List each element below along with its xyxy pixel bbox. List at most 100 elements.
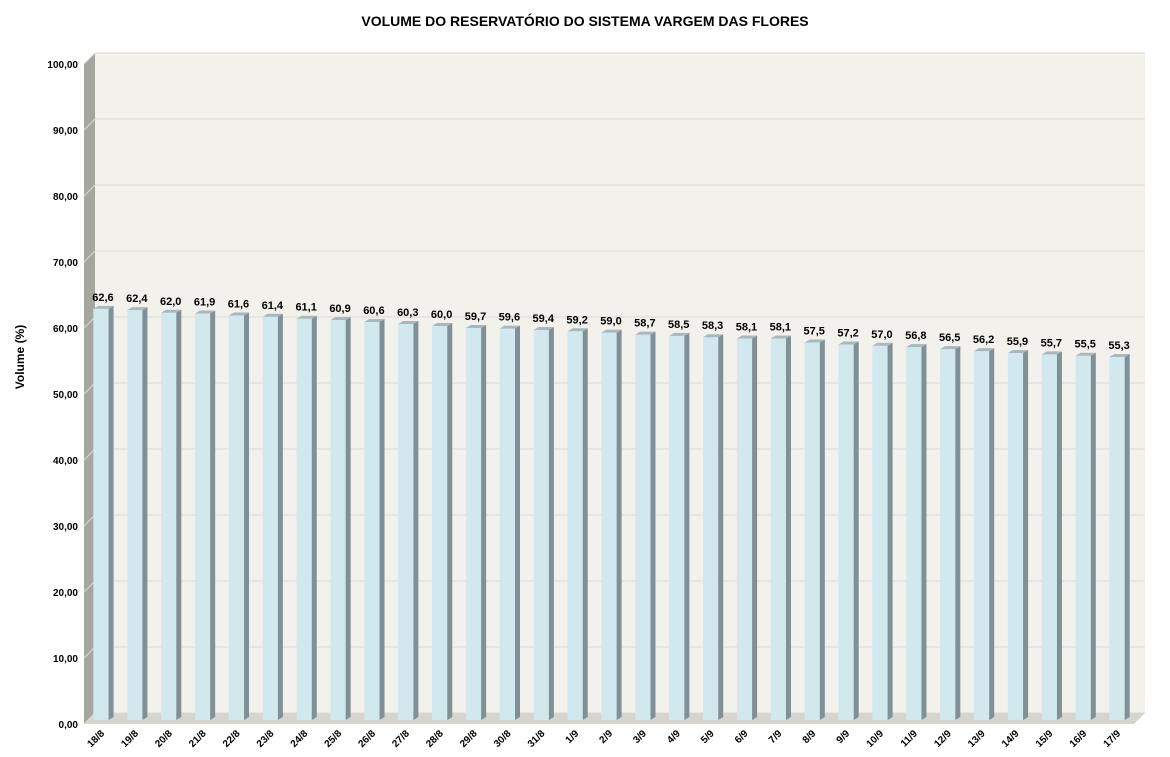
bar-front <box>330 320 346 720</box>
bar <box>93 305 114 720</box>
bar-front <box>838 344 854 720</box>
x-tick-label: 9/9 <box>835 728 853 746</box>
gridline-side <box>83 118 96 131</box>
bar <box>127 307 148 720</box>
data-label: 60,0 <box>431 309 452 321</box>
bar-side <box>108 305 114 720</box>
y-axis-label: Volume (%) <box>13 325 27 389</box>
bar-top <box>872 342 893 346</box>
bar-side <box>481 324 487 720</box>
x-tick-label: 22/8 <box>221 728 243 750</box>
y-tick-label: 70,00 <box>53 258 78 269</box>
gridline-side <box>83 514 96 527</box>
bar-front <box>127 310 143 720</box>
y-tick-label: 30,00 <box>53 522 78 533</box>
x-tick-label: 18/8 <box>86 728 108 750</box>
bar-front <box>770 338 786 720</box>
bar-front <box>872 345 888 720</box>
bar-front <box>804 342 820 720</box>
bar <box>770 335 791 720</box>
data-label: 55,9 <box>1007 336 1028 348</box>
bar-side <box>989 348 995 720</box>
bar-top <box>1041 351 1062 355</box>
bar-top <box>973 348 995 352</box>
x-tick-label: 25/8 <box>323 728 345 750</box>
bar-front <box>364 322 380 720</box>
bar-top <box>1109 354 1130 358</box>
data-label: 58,7 <box>634 318 655 330</box>
bar <box>906 344 927 720</box>
x-tick-label: 2/9 <box>598 728 616 746</box>
bar <box>1007 350 1029 720</box>
bar-top <box>330 317 351 321</box>
bar <box>838 341 859 720</box>
bar-front <box>533 329 549 720</box>
data-labels: 62,6 62,4 62,0 61,9 61,6 61,4 61,1 60,9 60,6 60,3… <box>92 292 1130 352</box>
x-tick-label: 14/9 <box>1000 728 1022 750</box>
bar <box>465 324 487 720</box>
data-label: 56,2 <box>973 334 994 346</box>
data-label: 60,9 <box>329 303 350 315</box>
bar <box>940 346 961 720</box>
bar-front <box>194 313 211 720</box>
gridline-side <box>83 646 96 659</box>
gridline-side <box>83 448 96 461</box>
x-tick-label: 24/8 <box>289 728 311 750</box>
bar <box>194 310 216 720</box>
bar <box>702 334 724 720</box>
bar <box>736 335 758 720</box>
bar-top <box>669 332 690 336</box>
bar <box>364 319 385 720</box>
bar-side <box>1124 354 1130 720</box>
bar-top <box>906 344 927 348</box>
x-tick-label: 13/9 <box>966 728 988 750</box>
gridline-side <box>83 712 96 725</box>
bar-side <box>515 325 521 720</box>
bar-top <box>93 305 114 309</box>
bar-side <box>447 323 453 720</box>
bar-side <box>413 321 419 720</box>
bar-front <box>228 315 245 720</box>
bar-side <box>548 326 554 720</box>
x-tick-label: 5/9 <box>699 728 717 746</box>
gridline-side <box>83 52 96 65</box>
bar-top <box>838 341 859 345</box>
bar <box>1109 354 1130 720</box>
data-label: 61,9 <box>194 296 215 308</box>
bar-side <box>142 307 148 720</box>
data-label: 60,6 <box>363 305 384 317</box>
data-label: 62,6 <box>92 292 113 304</box>
x-tick-label: 10/9 <box>865 728 887 750</box>
bar-side <box>819 339 825 720</box>
x-tick-label: 28/8 <box>424 728 446 750</box>
x-tick-label: 31/8 <box>526 728 548 750</box>
bar-side <box>210 310 216 720</box>
gridline-side <box>83 250 96 263</box>
y-tick-label: 60,00 <box>53 324 78 335</box>
bar <box>499 325 521 720</box>
data-label: 59,0 <box>600 316 621 328</box>
x-tick-label: 3/9 <box>631 728 649 746</box>
x-tick-label: 17/9 <box>1102 728 1124 750</box>
bar-side <box>853 341 859 720</box>
data-label: 58,5 <box>668 319 689 331</box>
bar-top <box>1007 350 1029 354</box>
bar-side <box>650 331 656 720</box>
gridline-side <box>83 382 96 395</box>
bar <box>296 315 317 720</box>
x-tick-label: 23/8 <box>255 728 277 750</box>
y-tick-label: 100,00 <box>47 60 78 71</box>
bar-top <box>702 334 724 338</box>
bar-front <box>736 338 753 720</box>
gridline-side <box>83 580 96 593</box>
x-tick-label: 7/9 <box>767 728 785 746</box>
y-tick-label: 10,00 <box>53 654 78 665</box>
bar <box>398 321 419 720</box>
data-label: 59,4 <box>533 313 555 325</box>
data-label: 62,0 <box>160 296 181 308</box>
x-tick-label: 6/9 <box>733 728 751 746</box>
bar <box>262 313 283 720</box>
bar <box>1041 351 1062 720</box>
data-label: 55,7 <box>1041 337 1062 349</box>
